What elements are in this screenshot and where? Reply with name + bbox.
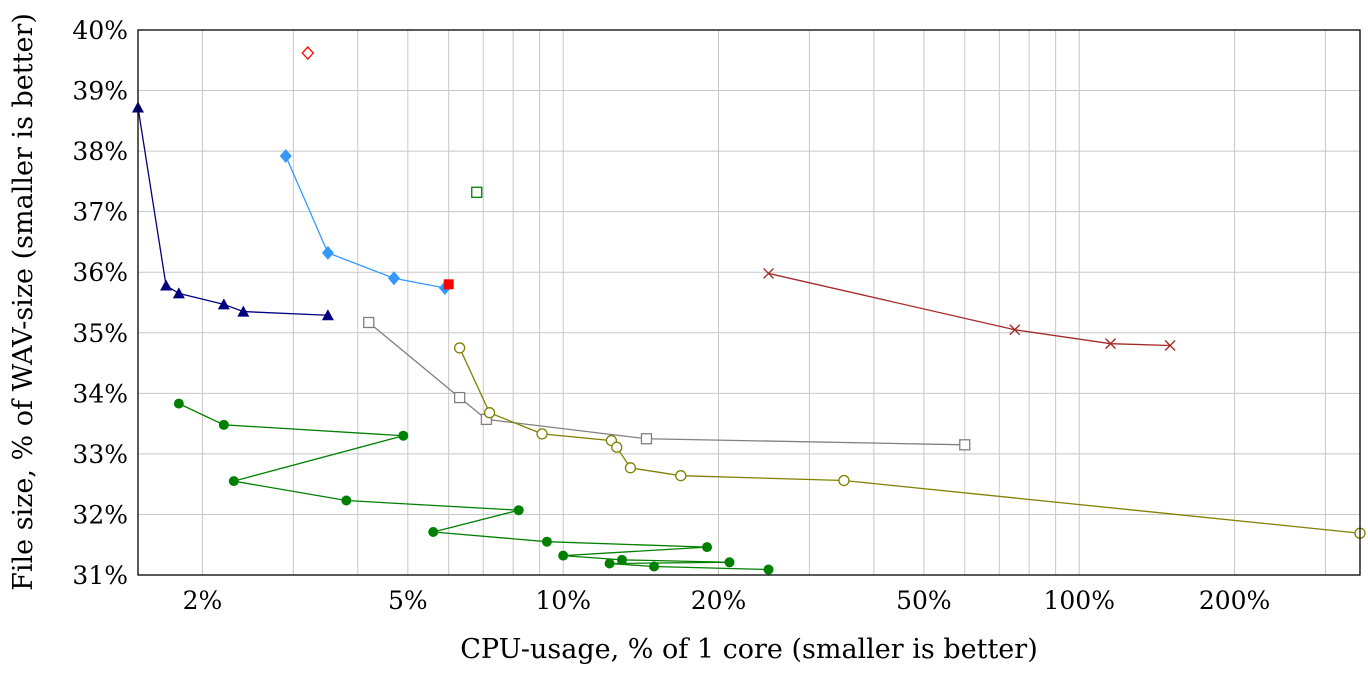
data-point: [1009, 324, 1021, 336]
y-tick-label: 35%: [72, 319, 128, 348]
series-2: [279, 148, 451, 295]
series-line: [137, 107, 328, 316]
series-8: [453, 342, 1366, 539]
data-point: [321, 245, 334, 260]
series-line: [459, 347, 1361, 534]
series-3: [301, 46, 315, 60]
x-tick-label: 100%: [1043, 586, 1114, 615]
series-line: [178, 403, 769, 571]
data-point: [649, 561, 660, 572]
data-point: [363, 316, 375, 329]
data-point: [471, 186, 483, 198]
data-point: [217, 298, 230, 310]
data-point: [387, 271, 400, 286]
series-line: [768, 272, 1171, 347]
y-tick-label: 38%: [72, 137, 128, 166]
plot-frame: [137, 29, 1361, 576]
data-point: [536, 428, 548, 440]
data-point: [341, 495, 352, 506]
data-point: [160, 279, 173, 291]
series-7: [363, 316, 971, 451]
data-point: [218, 419, 229, 430]
y-tick-label: 40%: [72, 16, 128, 45]
data-point: [763, 267, 775, 279]
grid: [138, 29, 1360, 576]
data-point: [428, 527, 439, 538]
data-point: [541, 536, 552, 547]
x-tick-label: 20%: [691, 586, 747, 615]
data-point: [611, 441, 623, 453]
series-5: [471, 186, 483, 198]
x-tick-label: 5%: [388, 586, 428, 615]
data-point: [237, 305, 250, 317]
y-tick-label: 37%: [72, 198, 128, 227]
data-point: [959, 439, 971, 451]
data-point: [702, 542, 713, 553]
data-point: [763, 564, 774, 575]
y-tick-label: 31%: [72, 561, 128, 590]
data-point: [301, 46, 315, 60]
data-point: [453, 391, 466, 404]
data-point: [675, 470, 687, 482]
x-tick-label: 200%: [1199, 586, 1270, 615]
data-point: [1105, 338, 1117, 350]
y-tick-label: 36%: [72, 258, 128, 287]
series-layer: [132, 46, 1366, 575]
series-6: [763, 267, 1176, 351]
series-9: [173, 398, 774, 575]
data-point: [443, 279, 454, 290]
data-point: [279, 148, 292, 163]
y-tick-label: 39%: [72, 77, 128, 106]
series-line: [285, 155, 446, 289]
data-point: [624, 462, 637, 474]
data-point: [604, 558, 615, 569]
data-point: [228, 476, 239, 487]
data-point: [483, 407, 496, 419]
data-point: [321, 309, 334, 321]
x-tick-label: 50%: [896, 586, 952, 615]
series-4: [443, 279, 454, 290]
data-point: [616, 554, 627, 565]
y-tick-label: 33%: [72, 440, 128, 469]
tick-labels: 2% 5% 10% 20% 50% 100% 200% 31% 32% 33% 34% 35% 36% 3…: [72, 16, 1270, 615]
data-point: [398, 430, 409, 441]
data-point: [558, 550, 569, 561]
data-point: [172, 287, 185, 299]
data-point: [640, 433, 653, 445]
y-tick-label: 34%: [72, 379, 128, 408]
x-tick-label: 2%: [183, 586, 223, 615]
x-axis-label: CPU-usage, % of 1 core (smaller is bette…: [460, 634, 1037, 665]
y-axis-label: File size, % of WAV-size (smaller is bet…: [8, 13, 39, 591]
y-tick-label: 32%: [72, 500, 128, 529]
x-tick-label: 10%: [535, 586, 591, 615]
series-line: [368, 321, 965, 446]
data-point: [1164, 339, 1176, 351]
data-point: [513, 505, 524, 516]
series-1: [132, 101, 334, 321]
data-point: [453, 342, 466, 354]
data-point: [173, 398, 184, 409]
data-point: [724, 557, 735, 568]
data-point: [838, 474, 850, 487]
